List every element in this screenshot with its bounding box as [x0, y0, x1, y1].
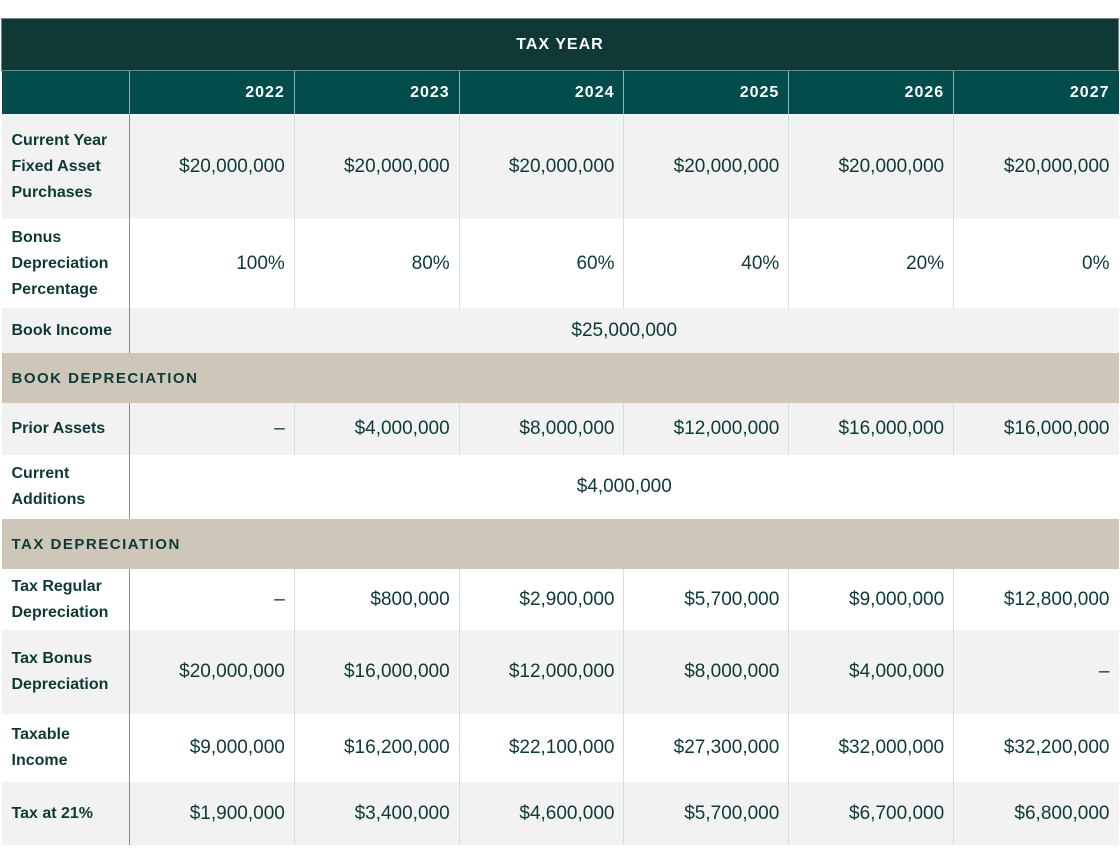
- cell-value: $20,000,000: [623, 114, 789, 219]
- row-label: Bonus Depreciation Percentage: [1, 219, 130, 308]
- cell-value: –: [953, 630, 1119, 714]
- cell-value: $4,000,000: [293, 403, 460, 455]
- cell-value: $800,000: [293, 569, 460, 630]
- title-row: TAX YEAR: [1, 18, 1119, 71]
- cell-value: $8,000,000: [623, 630, 789, 714]
- cell-value: $32,200,000: [953, 714, 1119, 782]
- table-row: Current Year Fixed Asset Purchases $20,00…: [1, 114, 1119, 219]
- cell-value: 0%: [953, 219, 1119, 308]
- cell-value: –: [129, 403, 295, 455]
- cell-value: 40%: [623, 219, 789, 308]
- section-header-row: TAX DEPRECIATION: [1, 519, 1119, 569]
- cell-value: $20,000,000: [458, 114, 624, 219]
- cell-value: $2,900,000: [458, 569, 624, 630]
- cell-value: $20,000,000: [129, 114, 295, 219]
- section-title: BOOK DEPRECIATION: [1, 353, 1119, 403]
- cell-value: $6,700,000: [788, 782, 954, 845]
- cell-value: $20,000,000: [788, 114, 954, 219]
- cell-value: $8,000,000: [458, 403, 624, 455]
- year-header: 2025: [623, 70, 789, 114]
- header-blank: [1, 70, 130, 114]
- cell-value: $4,600,000: [458, 782, 624, 845]
- year-header: 2022: [129, 70, 295, 114]
- section-title: TAX DEPRECIATION: [1, 519, 1119, 569]
- spanned-value: $25,000,000: [129, 308, 1119, 353]
- row-label: Tax Bonus Depreciation: [1, 630, 130, 714]
- row-label: Tax at 21%: [1, 782, 130, 845]
- year-header: 2024: [458, 70, 624, 114]
- cell-value: $16,000,000: [293, 630, 460, 714]
- year-header: 2026: [788, 70, 954, 114]
- table-row: Current Additions $4,000,000: [1, 455, 1119, 519]
- cell-value: $12,800,000: [953, 569, 1119, 630]
- cell-value: $20,000,000: [953, 114, 1119, 219]
- cell-value: $20,000,000: [293, 114, 460, 219]
- year-header-row: 2022 2023 2024 2025 2026 2027: [1, 70, 1119, 114]
- cell-value: $9,000,000: [129, 714, 295, 782]
- cell-value: $32,000,000: [788, 714, 954, 782]
- cell-value: $16,200,000: [293, 714, 460, 782]
- year-header: 2027: [953, 70, 1119, 114]
- table-row: Prior Assets – $4,000,000 $8,000,000 $12,000…: [1, 403, 1119, 455]
- year-header: 2023: [293, 70, 460, 114]
- table-row: Tax Bonus Depreciation $20,000,000 $16,000…: [1, 630, 1119, 714]
- cell-value: $1,900,000: [129, 782, 295, 845]
- row-label: Book Income: [1, 308, 130, 353]
- cell-value: $16,000,000: [788, 403, 954, 455]
- cell-value: 100%: [129, 219, 295, 308]
- spanned-value: $4,000,000: [129, 455, 1119, 519]
- cell-value: 60%: [458, 219, 624, 308]
- cell-value: $9,000,000: [788, 569, 954, 630]
- table-row: Bonus Depreciation Percentage 100% 80% 60% 4…: [1, 219, 1119, 308]
- row-label: Current Year Fixed Asset Purchases: [1, 114, 130, 219]
- table-row: Book Income $25,000,000: [1, 308, 1119, 353]
- cell-value: $3,400,000: [293, 782, 460, 845]
- row-label: Current Additions: [1, 455, 130, 519]
- tax-depreciation-table: TAX YEAR 2022 2023 2024 2025 2026 2027 Current …: [1, 18, 1119, 845]
- table-row: Tax at 21% $1,900,000 $3,400,000 $4,600,000…: [1, 782, 1119, 845]
- cell-value: $5,700,000: [623, 569, 789, 630]
- cell-value: $6,800,000: [953, 782, 1119, 845]
- cell-value: –: [129, 569, 295, 630]
- table-row: Taxable Income $9,000,000 $16,200,000 $22,1…: [1, 714, 1119, 782]
- cell-value: $4,000,000: [788, 630, 954, 714]
- row-label: Prior Assets: [1, 403, 130, 455]
- cell-value: $12,000,000: [458, 630, 624, 714]
- cell-value: $20,000,000: [129, 630, 295, 714]
- row-label: Tax Regular Depreciation: [1, 569, 130, 630]
- cell-value: $12,000,000: [623, 403, 789, 455]
- row-label: Taxable Income: [1, 714, 130, 782]
- cell-value: $16,000,000: [953, 403, 1119, 455]
- table-title: TAX YEAR: [1, 18, 1119, 71]
- cell-value: $27,300,000: [623, 714, 789, 782]
- cell-value: $5,700,000: [623, 782, 789, 845]
- table-row: Tax Regular Depreciation – $800,000 $2,900,…: [1, 569, 1119, 630]
- section-header-row: BOOK DEPRECIATION: [1, 353, 1119, 403]
- cell-value: 20%: [788, 219, 954, 308]
- cell-value: $22,100,000: [458, 714, 624, 782]
- cell-value: 80%: [293, 219, 460, 308]
